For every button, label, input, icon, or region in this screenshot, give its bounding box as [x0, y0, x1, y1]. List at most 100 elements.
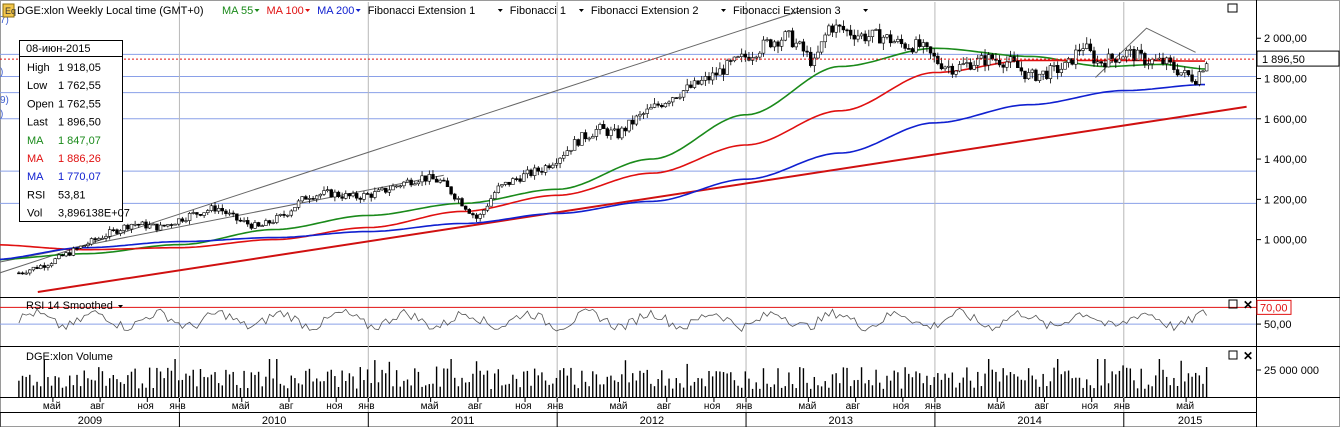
candle-body [616, 128, 620, 139]
candle-body [660, 105, 664, 108]
candle-body [776, 41, 780, 47]
volume-close-icon[interactable]: ✕ [1243, 349, 1253, 363]
candle-body [1117, 58, 1122, 63]
candle-body [209, 205, 214, 211]
info-label: Last [27, 117, 48, 129]
candle-body [1172, 61, 1176, 70]
candle-body [1154, 58, 1158, 61]
candle-body [950, 65, 955, 75]
candle-body [213, 205, 217, 212]
toolbar-item[interactable]: MA 55 [222, 5, 253, 17]
candle-body [645, 108, 649, 114]
candle-body [144, 221, 148, 229]
candle-body [296, 200, 301, 208]
candle-body [543, 165, 548, 173]
candle-body [336, 191, 341, 197]
candle-body [1161, 57, 1165, 65]
candle-body [1048, 65, 1053, 79]
rsi-maximize-icon[interactable] [1228, 299, 1238, 309]
candle-body [1179, 72, 1183, 76]
toolbar-item[interactable]: MA 200 [317, 5, 354, 17]
candle-body [137, 223, 141, 226]
candle-body [1150, 58, 1154, 65]
symbol-logo-glyph: Eq [5, 6, 16, 16]
candle-body [990, 54, 995, 60]
candle-body [89, 238, 94, 245]
candle-body [983, 55, 987, 66]
candle-body [565, 150, 570, 156]
candle-body [173, 223, 177, 226]
candle-body [870, 29, 875, 37]
candle-body [463, 205, 468, 210]
candle-body [373, 191, 377, 198]
candle-body [703, 76, 708, 81]
candle-body [354, 193, 359, 199]
info-value: 1 770,07 [58, 171, 101, 183]
candle-body [917, 39, 922, 47]
candle-body [1034, 69, 1038, 81]
candle-body [997, 60, 1002, 66]
candle-body [903, 43, 907, 49]
candle-body [972, 65, 976, 70]
month-label: янв [358, 401, 374, 412]
candle-body [1121, 56, 1125, 60]
candle-body [525, 169, 530, 175]
candle-body [888, 34, 893, 44]
candle-body [598, 124, 602, 130]
candle-body [285, 214, 290, 217]
toolbar-item[interactable]: Fibonacci Extension 1 [368, 5, 476, 17]
candle-body [1052, 65, 1056, 67]
candle-body [278, 213, 283, 216]
candle-body [594, 129, 599, 137]
candle-body [609, 129, 613, 136]
candle-body [187, 213, 192, 221]
candle-body [202, 212, 206, 216]
candle-body [467, 209, 471, 214]
candle-body [333, 191, 337, 198]
candle-body [928, 46, 933, 54]
candle-body [133, 223, 137, 226]
info-value: 1 886,26 [58, 153, 101, 165]
candle-body [1114, 58, 1118, 63]
rsi-dropdown-icon[interactable] [118, 305, 123, 308]
toolbar-item[interactable]: Fibonacci 1 [510, 5, 566, 17]
candle-body [413, 183, 417, 186]
candle-body [714, 72, 718, 76]
toolbar-item[interactable]: Fibonacci Extension 3 [733, 5, 841, 17]
candle-body [1088, 43, 1093, 52]
volume-tick-label: 25 000 000 [1264, 365, 1319, 377]
candle-body [707, 76, 711, 81]
candle-body [115, 229, 119, 234]
candle-body [805, 50, 809, 53]
candle-body [801, 41, 806, 52]
candle-body [554, 163, 559, 166]
volume-maximize-icon[interactable] [1228, 350, 1238, 360]
candle-body [100, 237, 105, 240]
symbol-logo-icon[interactable] [2, 3, 15, 18]
candle-body [1077, 49, 1082, 52]
candle-body [790, 30, 795, 48]
toolbar-item[interactable]: MA 100 [267, 5, 304, 17]
candle-body [235, 213, 239, 221]
candle-body [260, 225, 264, 227]
month-label: ноя [1082, 401, 1099, 412]
candle-body [914, 39, 918, 53]
candle-body [681, 90, 686, 98]
candle-body [362, 193, 366, 200]
toolbar-dropdown-icon [305, 9, 311, 12]
candle-body [35, 266, 39, 269]
month-label: ноя [893, 401, 910, 412]
rsi-close-icon[interactable]: ✕ [1243, 298, 1253, 312]
candle-body [841, 25, 846, 31]
candle-body [129, 223, 134, 230]
month-label: ноя [137, 401, 154, 412]
candle-body [965, 62, 969, 64]
candle-body [1194, 81, 1198, 85]
candle-body [1204, 63, 1209, 72]
candle-body [925, 42, 929, 48]
toolbar-item[interactable]: Fibonacci Extension 2 [591, 5, 699, 17]
maximize-icon[interactable] [1227, 3, 1238, 13]
info-label: Open [27, 98, 54, 110]
